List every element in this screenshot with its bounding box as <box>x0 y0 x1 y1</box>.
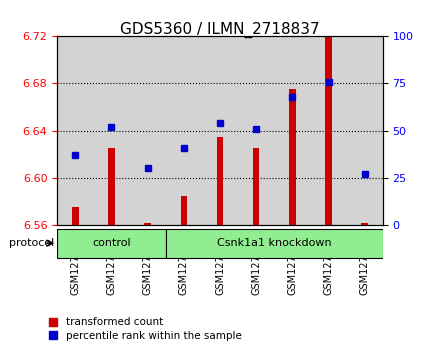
Bar <box>180 196 187 225</box>
Text: protocol: protocol <box>9 238 54 248</box>
Bar <box>347 36 383 225</box>
Bar <box>253 148 260 225</box>
Text: GDS5360 / ILMN_2718837: GDS5360 / ILMN_2718837 <box>120 22 320 38</box>
Bar <box>129 36 166 225</box>
Bar <box>274 36 311 225</box>
Bar <box>361 223 368 225</box>
Bar <box>311 36 347 225</box>
Bar <box>238 36 274 225</box>
Bar <box>325 36 332 225</box>
Bar <box>166 36 202 225</box>
Bar <box>108 148 115 225</box>
Bar <box>289 89 296 225</box>
FancyBboxPatch shape <box>57 229 166 258</box>
FancyBboxPatch shape <box>166 229 383 258</box>
Text: control: control <box>92 238 131 248</box>
Text: Csnk1a1 knockdown: Csnk1a1 knockdown <box>217 238 332 248</box>
Legend: transformed count, percentile rank within the sample: transformed count, percentile rank withi… <box>49 317 242 340</box>
Bar <box>72 207 79 225</box>
Bar <box>144 223 151 225</box>
Bar <box>93 36 129 225</box>
Bar <box>202 36 238 225</box>
Bar <box>57 36 93 225</box>
Bar <box>217 136 223 225</box>
